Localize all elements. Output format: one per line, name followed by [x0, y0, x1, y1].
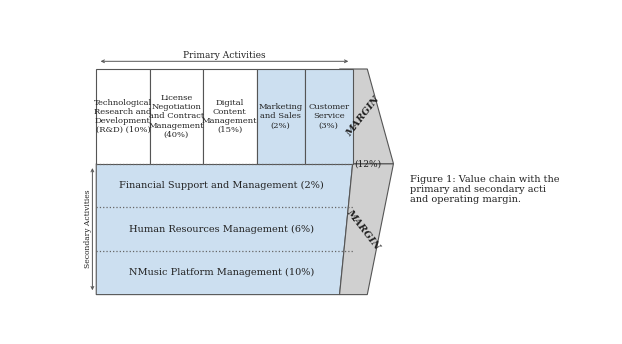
- Polygon shape: [340, 164, 394, 294]
- Polygon shape: [340, 69, 394, 164]
- Bar: [203, 69, 256, 164]
- Bar: [96, 69, 150, 164]
- Text: MARGIN: MARGIN: [345, 95, 382, 138]
- Text: Technological
Research and
Development
(R&D) (10%): Technological Research and Development (…: [94, 98, 152, 134]
- Text: Financial Support and Management (2%): Financial Support and Management (2%): [119, 181, 324, 190]
- Text: License
Negotiation
and Contract
Management
(40%): License Negotiation and Contract Managem…: [149, 94, 204, 139]
- Text: Secondary Activities: Secondary Activities: [84, 190, 92, 268]
- Text: Digital
Content
Management
(15%): Digital Content Management (15%): [202, 98, 258, 134]
- Bar: [305, 69, 353, 164]
- Text: Primary Activities: Primary Activities: [183, 51, 266, 60]
- Polygon shape: [96, 164, 353, 294]
- Bar: [150, 69, 203, 164]
- Text: (12%): (12%): [354, 159, 381, 168]
- Text: NMusic Platform Management (10%): NMusic Platform Management (10%): [129, 268, 314, 277]
- Text: Figure 1: Value chain with the
primary and secondary acti
and operating margin.: Figure 1: Value chain with the primary a…: [411, 175, 560, 204]
- Text: Customer
Service
(3%): Customer Service (3%): [308, 103, 349, 130]
- Text: Human Resources Management (6%): Human Resources Management (6%): [129, 225, 314, 234]
- Text: MARGIN: MARGIN: [345, 207, 382, 251]
- Text: Marketing
and Sales
(2%): Marketing and Sales (2%): [258, 103, 303, 130]
- Bar: [256, 69, 305, 164]
